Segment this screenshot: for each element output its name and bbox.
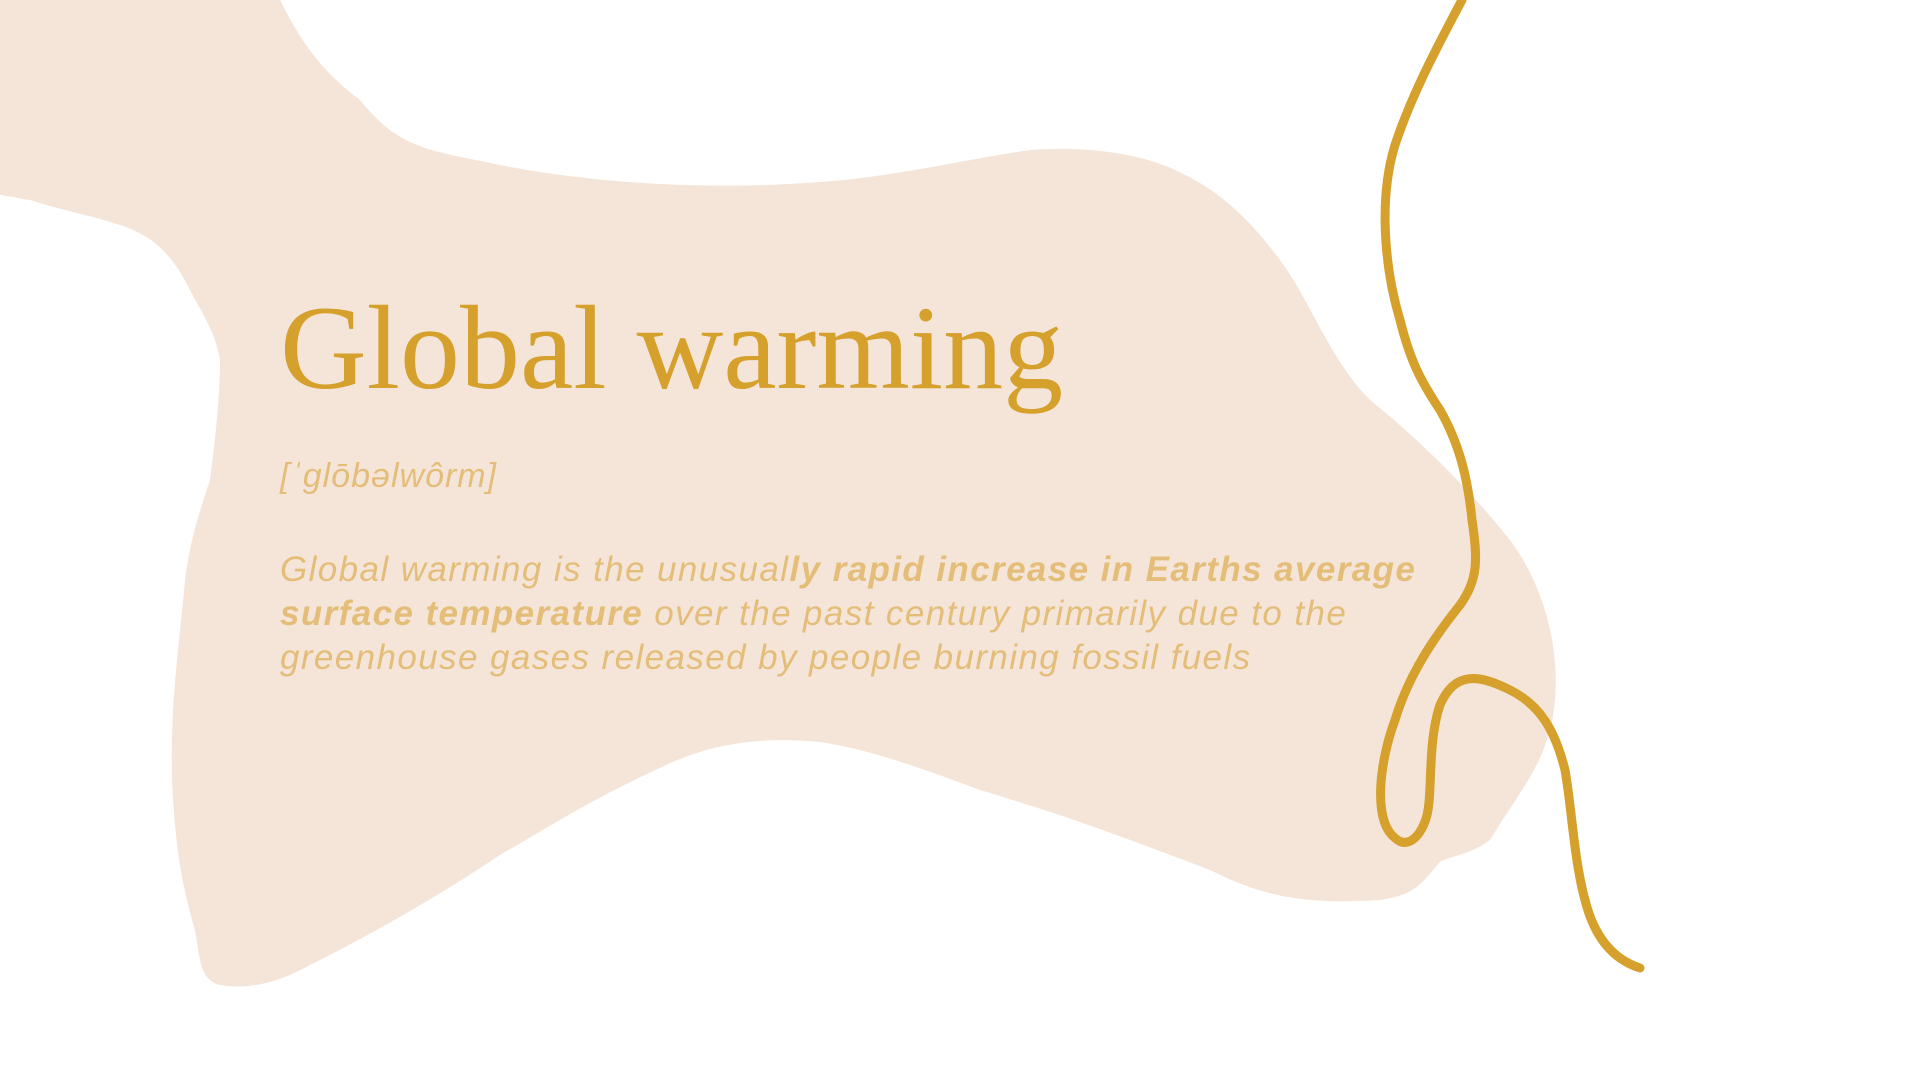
slide-title: Global warming	[280, 281, 1064, 414]
gold-swirl-line	[1376, 0, 1645, 973]
definition-text-part-2: over the past century primarily due to t…	[280, 594, 1348, 677]
definition-emphasis: ly rapid increase in Earths average surf…	[280, 550, 1417, 633]
definition-text-part-1: Global warming is the unusual	[280, 550, 790, 589]
definition-text: Global warming is the unusually rapid in…	[280, 548, 1460, 680]
beige-blob-shape	[0, 0, 1556, 987]
phonetic-transcription: [ˈglōbəlwôrm]	[280, 457, 498, 495]
